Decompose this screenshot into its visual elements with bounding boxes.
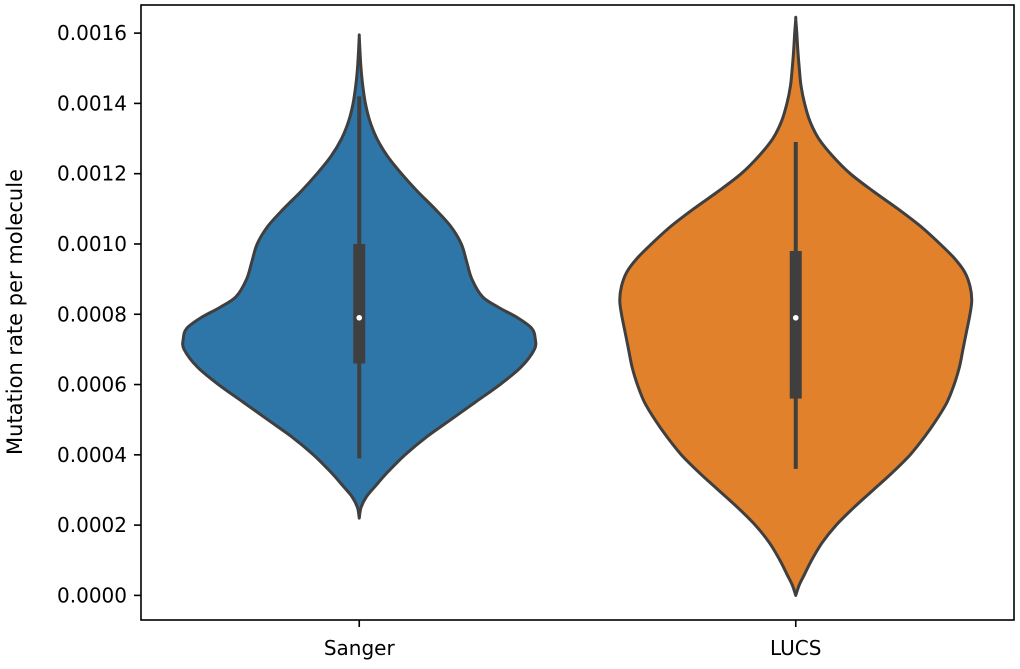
y-tick-label: 0.0014 bbox=[57, 91, 127, 115]
y-tick-label: 0.0002 bbox=[57, 513, 127, 537]
x-axis: Sanger LUCS bbox=[324, 620, 821, 660]
y-tick-label: 0.0012 bbox=[57, 162, 127, 186]
x-tick-label: LUCS bbox=[770, 636, 821, 660]
median-dot-lucs bbox=[792, 314, 799, 321]
violins-layer bbox=[181, 15, 974, 597]
y-tick-label: 0.0010 bbox=[57, 232, 127, 256]
plot-frame bbox=[140, 4, 1015, 621]
y-axis-title: Mutation rate per molecule bbox=[3, 169, 27, 455]
boxes-layer bbox=[353, 96, 802, 469]
y-tick-label: 0.0000 bbox=[57, 583, 127, 607]
x-tick-label: Sanger bbox=[324, 636, 396, 660]
median-dot-sanger bbox=[356, 314, 363, 321]
y-axis: 0.0000 0.0002 0.0004 0.0006 0.0008 0.0010 0.00… bbox=[57, 21, 141, 607]
y-tick-label: 0.0004 bbox=[57, 443, 127, 467]
y-tick-label: 0.0006 bbox=[57, 373, 127, 397]
iqr-box-lucs bbox=[789, 251, 802, 399]
y-tick-label: 0.0008 bbox=[57, 302, 127, 326]
iqr-box-sanger bbox=[353, 243, 366, 364]
y-tick-label: 0.0016 bbox=[57, 21, 127, 45]
